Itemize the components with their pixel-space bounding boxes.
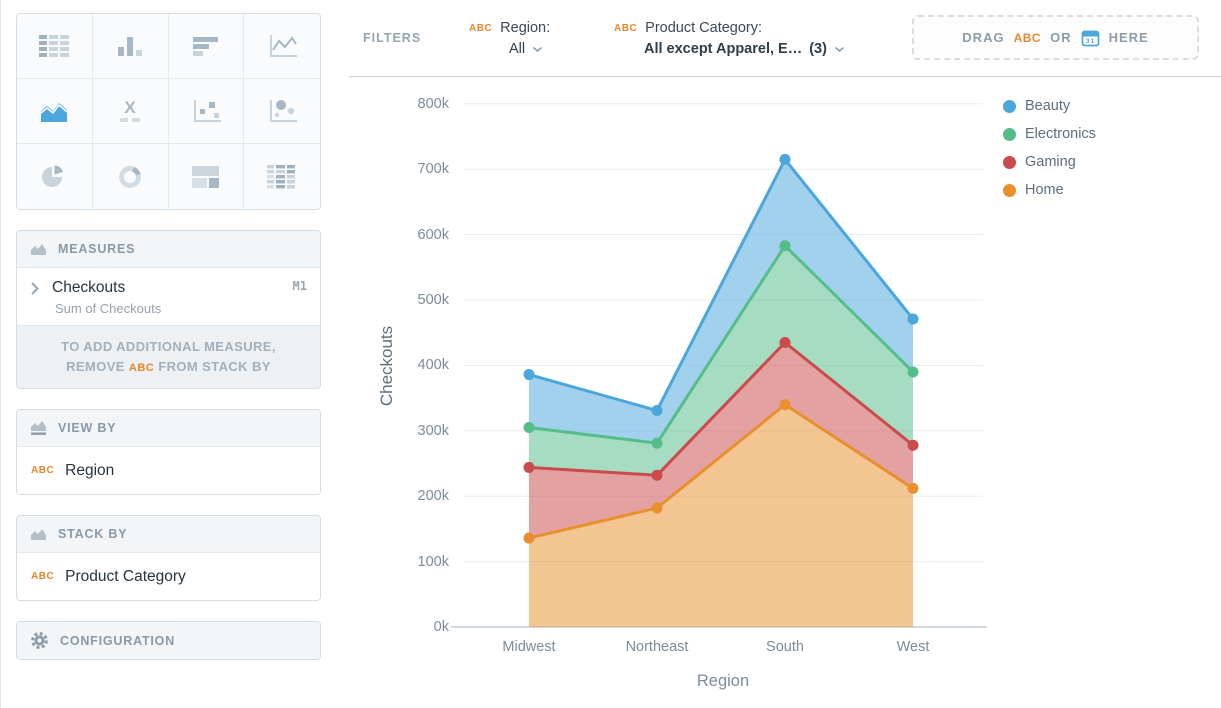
legend-item-beauty[interactable]: Beauty bbox=[1003, 96, 1096, 116]
stack-by-panel: STACK BY ABC Product Category bbox=[16, 515, 321, 602]
measures-note: TO ADD ADDITIONAL MEASURE, REMOVE ABC FR… bbox=[17, 325, 320, 389]
abc-tag: ABC bbox=[31, 571, 55, 583]
chart-type-picker: X bbox=[16, 13, 321, 210]
y-tick-label: 100k bbox=[417, 553, 449, 570]
svg-text:X: X bbox=[124, 98, 136, 117]
measure-sublabel: Sum of Checkouts bbox=[55, 301, 162, 316]
legend-dot bbox=[1003, 183, 1016, 197]
configuration-panel: CONFIGURATION bbox=[16, 621, 321, 661]
view-by-field-label: Region bbox=[65, 461, 115, 479]
y-tick-label: 200k bbox=[417, 488, 449, 505]
view-by-header: VIEW BY bbox=[17, 410, 320, 448]
chart-type-pivot-table-icon[interactable] bbox=[244, 144, 320, 209]
dropzone-here-label: HERE bbox=[1108, 30, 1149, 45]
measures-title: MEASURES bbox=[58, 242, 136, 256]
chart-type-pie-icon[interactable] bbox=[17, 144, 93, 209]
area-mountain-underline-icon bbox=[31, 421, 46, 436]
abc-tag: ABC bbox=[31, 465, 55, 477]
calendar-icon: 31 bbox=[1081, 30, 1099, 46]
legend-item-gaming[interactable]: Gaming bbox=[1003, 152, 1096, 172]
legend-item-home[interactable]: Home bbox=[1003, 180, 1096, 200]
chevron-down-icon bbox=[533, 46, 543, 52]
x-tick-label: Northeast bbox=[625, 639, 689, 655]
chevron-right-icon[interactable] bbox=[31, 282, 39, 295]
legend-dot bbox=[1003, 99, 1016, 113]
legend-dot bbox=[1003, 155, 1016, 169]
svg-text:31: 31 bbox=[1085, 38, 1094, 45]
measures-panel: MEASURES Checkouts M1 Sum of Checkouts T… bbox=[16, 230, 321, 390]
abc-tag: ABC bbox=[128, 362, 155, 375]
y-tick-label: 500k bbox=[417, 292, 449, 308]
y-tick-label: 600k bbox=[417, 226, 449, 243]
stack-by-header: STACK BY bbox=[17, 516, 320, 554]
view-by-panel: VIEW BY ABC Region bbox=[16, 409, 321, 496]
dropzone-or-label: OR bbox=[1050, 30, 1072, 45]
filters-divider bbox=[349, 76, 1221, 77]
filter-product-category-name: Product Category: bbox=[645, 20, 763, 36]
configuration-header[interactable]: CONFIGURATION bbox=[17, 622, 320, 660]
stack-by-field-label: Product Category bbox=[65, 567, 186, 585]
stack-by-title: STACK BY bbox=[58, 527, 128, 542]
chart-type-line-chart-icon[interactable] bbox=[244, 14, 320, 79]
chart-type-kpi-icon[interactable]: X bbox=[92, 79, 169, 144]
legend-dot bbox=[1003, 127, 1016, 141]
stack-by-field-product-category[interactable]: ABC Product Category bbox=[17, 553, 320, 601]
y-tick-label: 400k bbox=[417, 357, 449, 374]
filter-dropzone[interactable]: DRAG ABC OR 31 HERE bbox=[912, 15, 1199, 60]
measure-item-checkouts[interactable]: Checkouts M1 Sum of Checkouts bbox=[17, 268, 320, 325]
y-tick-label: 700k bbox=[417, 161, 449, 178]
legend-item-electronics[interactable]: Electronics bbox=[1003, 124, 1096, 144]
filter-region-value[interactable]: All bbox=[497, 41, 555, 57]
measure-label: Checkouts bbox=[52, 279, 126, 296]
chart-type-treemap-icon[interactable] bbox=[169, 144, 245, 209]
chart-type-bar-chart-icon[interactable] bbox=[92, 14, 169, 79]
x-tick-label: West bbox=[896, 639, 930, 655]
x-tick-label: South bbox=[766, 639, 804, 655]
y-tick-label: 800k bbox=[417, 95, 449, 112]
chart-type-donut-icon[interactable] bbox=[93, 144, 169, 209]
sidebar: X bbox=[16, 13, 321, 661]
chart-type-scatter-icon[interactable] bbox=[168, 79, 245, 144]
chart-type-area-chart-icon[interactable] bbox=[17, 79, 93, 144]
y-tick-label: 300k bbox=[417, 422, 449, 439]
chevron-down-icon bbox=[834, 46, 844, 52]
filter-region[interactable]: ABC Region: All bbox=[469, 20, 555, 57]
filter-product-category[interactable]: ABC Product Category: All except Apparel… bbox=[614, 20, 845, 57]
abc-tag: ABC bbox=[469, 23, 493, 34]
filters-label: FILTERS bbox=[363, 31, 422, 45]
measures-header: MEASURES bbox=[17, 231, 320, 268]
abc-tag: ABC bbox=[614, 23, 638, 34]
area-mountain-icon bbox=[31, 529, 46, 541]
abc-tag: ABC bbox=[1013, 30, 1042, 45]
x-tick-label: Midwest bbox=[502, 639, 556, 655]
chart-legend: Beauty Electronics Gaming Home bbox=[1003, 96, 1096, 208]
dropzone-drag-label: DRAG bbox=[962, 30, 1005, 45]
gear-icon bbox=[31, 632, 48, 650]
filter-product-category-value[interactable]: All except Apparel, E… (3) bbox=[644, 41, 845, 57]
view-by-title: VIEW BY bbox=[58, 421, 117, 436]
area-mountain-icon bbox=[31, 244, 46, 255]
y-tick-label: 0k bbox=[433, 619, 449, 635]
view-by-field-region[interactable]: ABC Region bbox=[17, 447, 320, 495]
chart-type-horizontal-bar-icon[interactable] bbox=[168, 14, 245, 79]
chart-type-bubble-icon[interactable] bbox=[244, 79, 320, 144]
filter-region-name: Region: bbox=[500, 20, 551, 36]
chart-type-table-icon[interactable] bbox=[17, 14, 93, 79]
measure-badge: M1 bbox=[292, 279, 307, 293]
x-axis-label: Region bbox=[696, 672, 750, 690]
stacked-area-chart[interactable] bbox=[441, 90, 1011, 650]
configuration-title: CONFIGURATION bbox=[60, 633, 176, 648]
